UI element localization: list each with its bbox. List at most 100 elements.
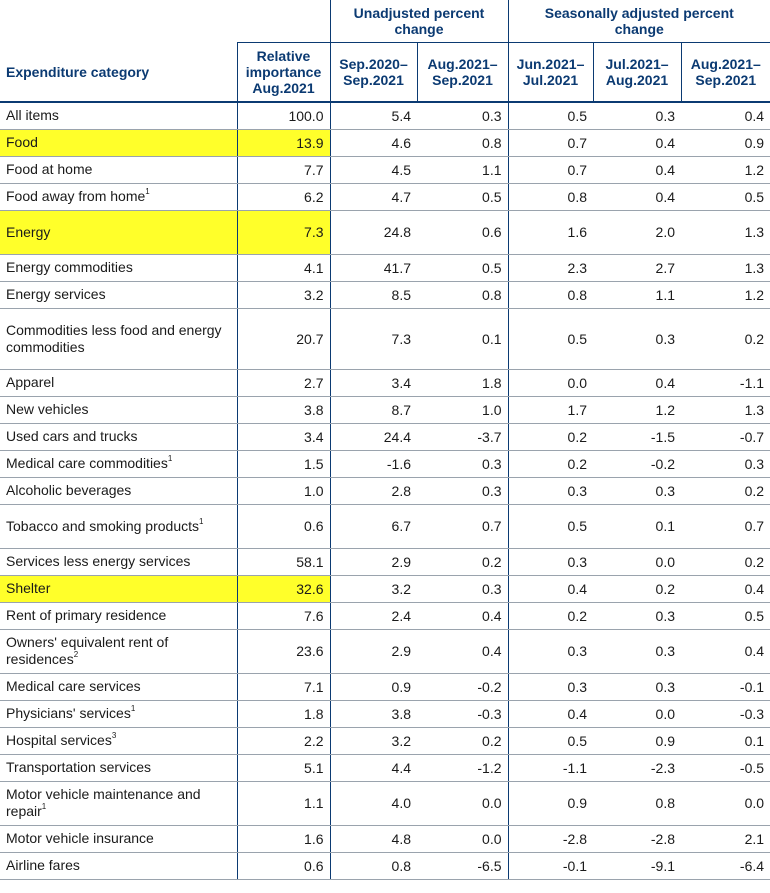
header-blank: [237, 0, 330, 43]
percent-change-cell: 7.3: [329, 308, 417, 370]
relative-importance-cell: 3.2: [236, 281, 330, 309]
category-label: Alcoholic beverages: [6, 482, 132, 498]
category-label: Motor vehicle insurance: [6, 830, 154, 846]
percent-change-cell: 5.4: [329, 102, 417, 130]
percent-change-cell: 1.3: [681, 254, 770, 282]
category-label: Owners' equivalent rent of residences: [6, 634, 169, 667]
category-label: Apparel: [6, 374, 55, 390]
percent-change-cell: 0.5: [507, 727, 594, 755]
percent-change-cell: -0.1: [507, 852, 594, 880]
category-label: Rent of primary residence: [6, 607, 167, 623]
percent-change-cell: 0.5: [417, 254, 509, 282]
table-row: Tobacco and smoking products1 0.6 6.7 0.7 0.…: [0, 504, 770, 549]
percent-change-cell: 1.2: [593, 396, 682, 424]
category-cell: Food: [0, 129, 237, 157]
percent-change-cell: 0.8: [329, 852, 417, 880]
table-row: Services less energy services 58.1 2.9 0.2 0…: [0, 548, 770, 576]
percent-change-cell: 4.7: [329, 183, 417, 211]
percent-change-cell: 0.8: [417, 129, 509, 157]
percent-change-cell: 0.2: [681, 548, 770, 576]
percent-change-cell: -2.8: [593, 825, 682, 853]
percent-change-cell: 0.2: [507, 450, 594, 478]
percent-change-cell: 0.8: [417, 281, 509, 309]
percent-change-cell: 1.6: [507, 210, 594, 255]
relative-importance-cell: 6.2: [236, 183, 330, 211]
table-row: Food at home 7.7 4.5 1.1 0.7 0.4 1.2: [0, 156, 770, 184]
col-header-aug21-sep21-sa: Aug.2021– Sep.2021: [680, 42, 770, 103]
percent-change-cell: 24.4: [329, 423, 417, 451]
percent-change-cell: 0.6: [417, 210, 509, 255]
percent-change-cell: 0.1: [417, 308, 509, 370]
col-header-line-2: Sep.2021: [695, 72, 757, 88]
relative-importance-cell: 100.0: [236, 102, 330, 130]
percent-change-cell: -0.7: [681, 423, 770, 451]
col-header-line-2: Sep.2021: [432, 72, 493, 88]
percent-change-cell: 4.8: [329, 825, 417, 853]
table-row: Rent of primary residence 7.6 2.4 0.4 0.2 0.3…: [0, 602, 770, 630]
footnote-marker: 2: [73, 650, 79, 660]
col-header-aug21-sep21-unadj: Aug.2021– Sep.2021: [416, 42, 509, 103]
relative-importance-cell: 0.6: [236, 852, 330, 880]
col-header-line-1: Jun.2021–: [516, 56, 585, 72]
percent-change-cell: 0.0: [417, 825, 509, 853]
table-row: Food 13.9 4.6 0.8 0.7 0.4 0.9: [0, 129, 770, 157]
table-row: Shelter 32.6 3.2 0.3 0.4 0.2 0.4: [0, 575, 770, 603]
percent-change-cell: 3.2: [329, 727, 417, 755]
percent-change-cell: 8.5: [329, 281, 417, 309]
table-row: Hospital services3 2.2 3.2 0.2 0.5 0.9 0.1: [0, 727, 770, 755]
category-label: Energy services: [6, 286, 106, 302]
percent-change-cell: 0.7: [507, 156, 594, 184]
percent-change-cell: 1.1: [417, 156, 509, 184]
percent-change-cell: 0.0: [417, 781, 509, 826]
percent-change-cell: 1.7: [507, 396, 594, 424]
percent-change-cell: -6.5: [417, 852, 509, 880]
relative-importance-cell: 3.8: [236, 396, 330, 424]
table-row: Medical care services 7.1 0.9 -0.2 0.3 0.3 -0.…: [0, 673, 770, 701]
category-cell: Physicians' services1: [0, 700, 237, 728]
category-label: Shelter: [6, 580, 51, 596]
percent-change-cell: 4.6: [329, 129, 417, 157]
table-row: Commodities less food and energy commodi…: [0, 308, 770, 370]
category-cell: Energy services: [0, 281, 237, 309]
percent-change-cell: 0.3: [507, 477, 594, 505]
relative-importance-line-3: Aug.2021: [252, 80, 315, 96]
percent-change-cell: 2.3: [507, 254, 594, 282]
relative-importance-cell: 7.7: [236, 156, 330, 184]
category-label: Food at home: [6, 161, 93, 177]
table-row: Medical care commodities1 1.5 -1.6 0.3 0.2 -0…: [0, 450, 770, 478]
percent-change-cell: -0.5: [681, 754, 770, 782]
category-label: Food away from home: [6, 188, 146, 204]
relative-importance-cell: 7.1: [236, 673, 330, 701]
percent-change-cell: 0.3: [417, 102, 509, 130]
category-cell: Food at home: [0, 156, 237, 184]
percent-change-cell: 0.4: [593, 369, 682, 397]
percent-change-cell: -1.5: [593, 423, 682, 451]
category-label: Transportation services: [6, 759, 151, 775]
percent-change-cell: 0.4: [681, 575, 770, 603]
category-cell: Motor vehicle insurance: [0, 825, 237, 853]
category-cell: Commodities less food and energy commodi…: [0, 308, 237, 370]
percent-change-cell: -1.1: [507, 754, 594, 782]
percent-change-cell: -3.7: [417, 423, 509, 451]
category-label: Services less energy services: [6, 553, 191, 569]
percent-change-cell: 0.1: [593, 504, 682, 549]
percent-change-cell: 0.0: [681, 781, 770, 826]
category-cell: Transportation services: [0, 754, 237, 782]
category-label: Tobacco and smoking products: [6, 517, 199, 534]
table-row: Airline fares 0.6 0.8 -6.5 -0.1 -9.1 -6.4: [0, 852, 770, 880]
percent-change-cell: 0.8: [507, 183, 594, 211]
percent-change-cell: 3.4: [329, 369, 417, 397]
table-body: All items 100.0 5.4 0.3 0.5 0.3 0.4 Food 13.9 4.6…: [0, 102, 770, 880]
percent-change-cell: 0.7: [417, 504, 509, 549]
percent-change-cell: 1.3: [681, 396, 770, 424]
table-row: Energy services 3.2 8.5 0.8 0.8 1.1 1.2: [0, 281, 770, 309]
percent-change-cell: 0.0: [507, 369, 594, 397]
relative-importance-cell: 1.1: [236, 781, 330, 826]
category-label: Energy: [6, 223, 51, 240]
category-cell: Services less energy services: [0, 548, 237, 576]
percent-change-cell: 0.3: [593, 602, 682, 630]
percent-change-cell: 2.9: [329, 629, 417, 674]
table-row: Alcoholic beverages 1.0 2.8 0.3 0.3 0.3 0.2: [0, 477, 770, 505]
relative-importance-cell: 7.3: [236, 210, 330, 255]
table-row: Energy commodities 4.1 41.7 0.5 2.3 2.7 1.3: [0, 254, 770, 282]
